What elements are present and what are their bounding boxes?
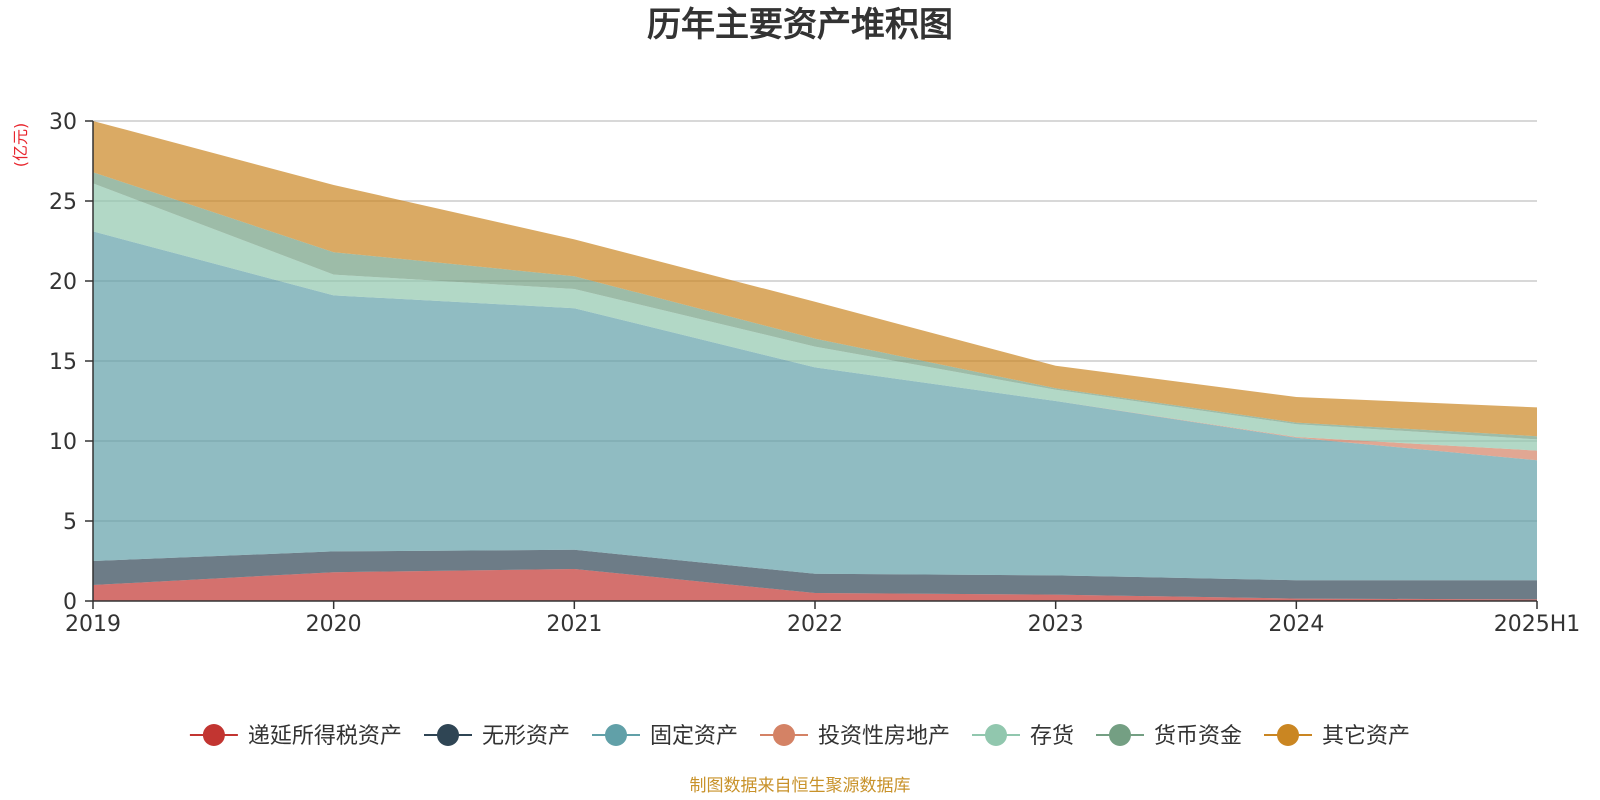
y-tick-label: 20 [49, 270, 77, 295]
legend-item: 存货 [972, 724, 1074, 749]
legend-item: 无形资产 [424, 724, 570, 749]
y-tick-label: 0 [63, 590, 77, 615]
legend-label: 存货 [1030, 724, 1074, 749]
legend-marker [202, 724, 225, 746]
y-tick-label: 10 [49, 430, 77, 455]
source-note: 制图数据来自恒生聚源数据库 [690, 776, 911, 796]
legend-item: 固定资产 [592, 724, 738, 749]
area-3 [93, 231, 1537, 581]
x-tick-label: 2020 [306, 612, 362, 637]
y-tick-label: 25 [49, 190, 77, 215]
area-7 [93, 121, 1537, 437]
x-tick-label: 2022 [787, 612, 843, 637]
y-tick-label: 5 [63, 510, 77, 535]
legend-label: 货币资金 [1154, 724, 1242, 749]
y-axis-unit-label: (亿元) [11, 123, 30, 168]
legend-marker [605, 724, 627, 746]
area-2 [93, 549, 1537, 600]
x-tick-label: 2025H1 [1494, 612, 1581, 637]
chart-title: 历年主要资产堆积图 [647, 5, 953, 45]
legend-label: 投资性房地产 [818, 724, 950, 749]
x-tick-label: 2024 [1268, 612, 1324, 637]
legend-item: 投资性房地产 [760, 724, 950, 749]
axes: 0 5 10 15 20 25 30 2019 2020 2021 2022 2023 2024 2025… [49, 110, 1580, 637]
legend-label: 固定资产 [650, 724, 738, 749]
y-tick-label: 15 [49, 350, 77, 375]
x-tick-label: 2021 [546, 612, 602, 637]
x-tick-label: 2019 [65, 612, 121, 637]
legend-marker [1277, 724, 1299, 746]
legend-marker [1109, 724, 1131, 746]
legend-label: 无形资产 [482, 724, 570, 749]
legend-marker [985, 724, 1007, 746]
legend-marker [437, 724, 459, 746]
legend-marker [773, 724, 795, 746]
area-series-layer [93, 121, 1537, 601]
legend: 递延所得税资产 无形资产 固定资产 投资性房地产 存货 货币资金 其它资产 [189, 724, 1410, 749]
legend-item: 货币资金 [1096, 724, 1242, 749]
legend-item: 其它资产 [1264, 724, 1410, 749]
legend-label: 递延所得税资产 [248, 724, 402, 749]
y-tick-label: 30 [49, 110, 77, 135]
legend-label: 其它资产 [1322, 724, 1410, 749]
legend-item: 递延所得税资产 [189, 724, 402, 749]
x-tick-label: 2023 [1028, 612, 1084, 637]
area-1 [93, 569, 1537, 601]
